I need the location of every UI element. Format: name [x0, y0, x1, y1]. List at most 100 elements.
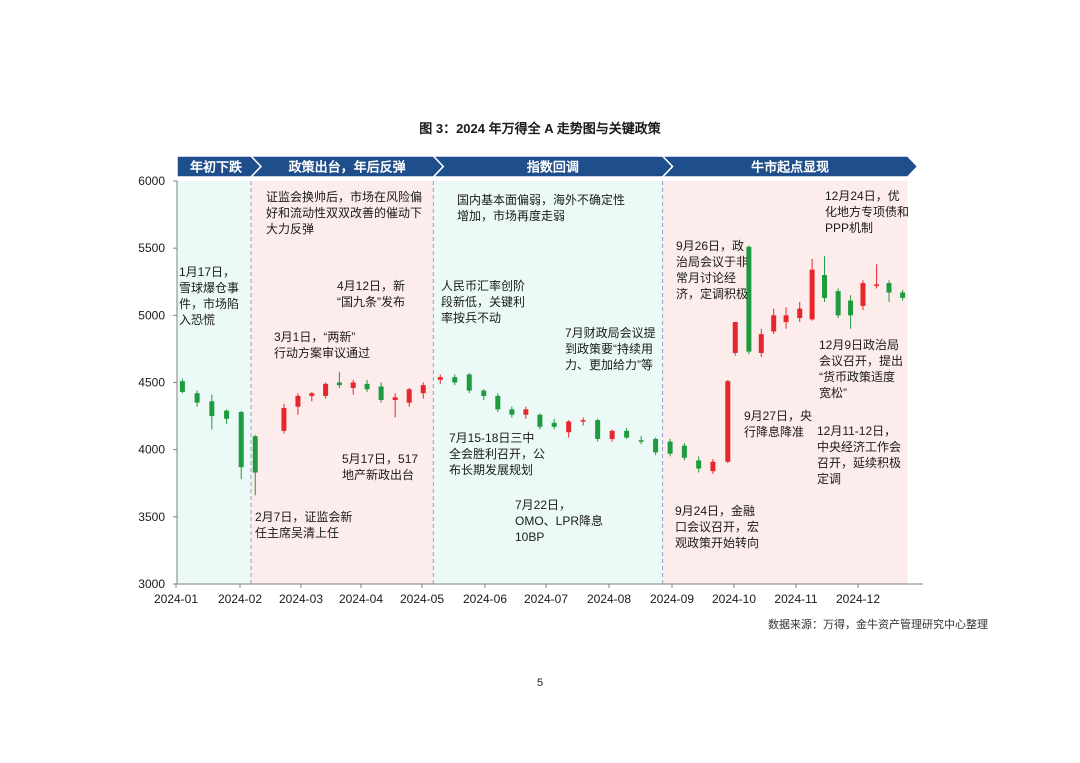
- phase-bg-0: [177, 181, 251, 584]
- annotation-feb7: 2月7日，证监会新任主席吴清上任: [255, 509, 352, 540]
- candle-body: [848, 300, 854, 316]
- annotation-may17: 5月17日，517 地产新政出台: [342, 452, 418, 482]
- annotation-csrc-chair-change: 证监会换帅后，市场在风险偏好和流动性双双改善的催动下大力反弹: [266, 189, 422, 236]
- candle-body: [378, 386, 384, 400]
- y-tick-label: 5500: [138, 241, 165, 255]
- candle-body: [252, 436, 258, 473]
- candle-body: [437, 377, 443, 380]
- x-tick-label: 2024-04: [339, 592, 383, 606]
- x-tick-label: 2024-08: [587, 592, 631, 606]
- phase-label-1: 政策出台，年后反弹: [289, 160, 406, 175]
- annotation-sep24: 9月24日，金融口会议召开，宏观政策开始转向: [675, 503, 759, 550]
- annotation-dec24: 12月24日，优化地方专项债和 PPP机制: [825, 189, 909, 235]
- phase-bg-3: [662, 181, 908, 584]
- annotation-jul22: 7月22日， OMO、LPR降息 10BP: [515, 498, 603, 544]
- annotation-third-plenum: 7月15-18日三中全会胜利召开，公布长期发展规划: [449, 430, 545, 477]
- candle-body: [566, 421, 572, 433]
- chart-title: 图 3：2024 年万得全 A 走势图与关键政策: [419, 121, 661, 136]
- annotation-july-politburo: 7月财政局会议提到政策要“持续用力、更加给力”等: [565, 325, 656, 372]
- annotation-sep27: 9月27日，央行降息降准: [744, 409, 812, 439]
- candle-body: [323, 383, 329, 396]
- candle-body: [336, 382, 342, 386]
- y-tick-label: 4500: [138, 376, 165, 390]
- y-tick-label: 3500: [138, 510, 165, 524]
- candle-body: [179, 381, 185, 392]
- phase-label-3: 牛市起点显现: [751, 160, 829, 175]
- candle-body: [860, 283, 866, 306]
- candle-body: [809, 269, 815, 320]
- candle-body: [551, 422, 557, 427]
- candle-body: [696, 460, 702, 469]
- candle-body: [725, 381, 731, 462]
- candle-body: [595, 420, 601, 439]
- x-tick-label: 2024-12: [836, 592, 880, 606]
- annotation-jan17: 1月17日，雪球爆仓事件，市场陷入恐慌: [179, 265, 239, 327]
- y-tick-label: 3000: [138, 577, 165, 591]
- phase-banners: 年初下跌 政策出台，年后反弹 指数回调 牛市起点显现: [176, 155, 919, 178]
- annotation-dec9: 12月9日政治局会议召开，提出“货币政策适度宽松”: [819, 338, 903, 400]
- candle-body: [238, 412, 244, 468]
- phase-label-0: 年初下跌: [190, 160, 243, 175]
- x-tick-label: 2024-05: [400, 592, 444, 606]
- annotation-dec11: 12月11-12日，中央经济工作会召开，延续积极定调: [817, 424, 901, 486]
- candle-body: [638, 440, 644, 442]
- phase-backgrounds: [177, 181, 908, 584]
- candle-body: [758, 334, 764, 353]
- candle-body: [295, 395, 301, 407]
- annotation-mar1: 3月1日，“两新”行动方案审议通过: [274, 329, 370, 360]
- candle-body: [580, 420, 586, 422]
- candle-body: [523, 409, 529, 415]
- phase-label-2: 指数回调: [527, 160, 579, 175]
- candle-body: [466, 374, 472, 391]
- candle-body: [746, 246, 752, 352]
- candle-body: [732, 322, 738, 353]
- candle-body: [771, 315, 777, 332]
- candle-body: [624, 430, 630, 438]
- candle-body: [420, 385, 426, 394]
- page-number: 5: [536, 677, 544, 689]
- candle-body: [797, 308, 803, 319]
- candle-body: [481, 390, 487, 396]
- candle-body: [209, 401, 215, 417]
- annotation-weak-fundamentals: 国内基本面偏弱，海外不确定性增加，市场再度走弱: [457, 192, 625, 223]
- candle-body: [900, 292, 906, 298]
- x-tick-label: 2024-09: [650, 592, 694, 606]
- x-tick-label: 2024-03: [279, 592, 323, 606]
- candle-body: [681, 445, 687, 458]
- annotation-sep26: 9月26日，政治局会议于非常月讨论经济，定调积极: [676, 239, 748, 301]
- phase-banner-3: [660, 155, 919, 178]
- candle-body: [224, 410, 230, 419]
- candle-body: [874, 284, 880, 286]
- y-tick-label: 6000: [138, 174, 165, 188]
- x-tick-label: 2024-10: [712, 592, 756, 606]
- candle-body: [350, 382, 356, 388]
- annotations: 1月17日，雪球爆仓事件，市场陷入恐慌证监会换帅后，市场在风险偏好和流动性双双改…: [179, 189, 909, 550]
- candle-body: [667, 441, 673, 454]
- x-tick-label: 2024-02: [218, 592, 262, 606]
- candle-body: [281, 408, 287, 431]
- candle-body: [886, 283, 892, 293]
- y-tick-label: 4000: [138, 443, 165, 457]
- candle-body: [194, 393, 200, 403]
- candle-body: [710, 461, 716, 472]
- candles: [179, 245, 906, 496]
- x-tick-label: 2024-01: [154, 592, 198, 606]
- phase-bg-1: [250, 181, 434, 584]
- y-tick-label: 5000: [138, 308, 165, 322]
- candle-body: [835, 291, 841, 316]
- candle-body: [364, 383, 370, 390]
- source-note: 数据来源：万得，金牛资产管理研究中心整理: [768, 619, 988, 631]
- candle-body: [309, 393, 315, 396]
- candle-body: [452, 377, 458, 383]
- candle-body: [537, 414, 543, 427]
- annotation-apr12: 4月12日，新“国九条”发布: [337, 278, 405, 309]
- candle-body: [609, 430, 615, 439]
- x-tick-label: 2024-07: [524, 592, 568, 606]
- candle-body: [406, 389, 412, 403]
- candle-body: [783, 315, 789, 323]
- candle-body: [653, 438, 659, 453]
- candle-body: [822, 275, 828, 298]
- candle-body: [392, 397, 398, 400]
- x-tick-label: 2024-06: [463, 592, 507, 606]
